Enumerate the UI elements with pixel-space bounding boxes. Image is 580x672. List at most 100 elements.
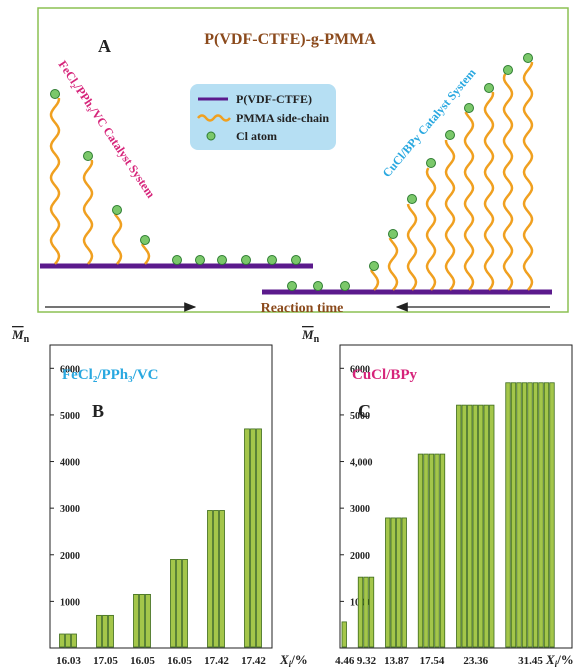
- x-axis-label: Xi/%: [279, 652, 308, 667]
- bar: [505, 382, 511, 648]
- bar: [434, 453, 440, 648]
- side-chain: [522, 61, 534, 291]
- bar: [472, 404, 478, 648]
- x-tick-label: 17.54: [420, 655, 445, 667]
- cl-atom: [388, 229, 398, 239]
- bar: [102, 614, 108, 648]
- bar: [71, 633, 77, 648]
- bar: [256, 428, 262, 648]
- x-label-sub: i: [289, 659, 292, 667]
- bar: [219, 510, 225, 648]
- panel-label: C: [358, 401, 371, 421]
- side-chain: [49, 98, 61, 265]
- x-tick-label: 4.46: [335, 655, 355, 667]
- x-label-main: X: [545, 652, 555, 667]
- bar: [250, 428, 256, 648]
- cl-atom: [464, 103, 474, 113]
- bar: [549, 382, 555, 648]
- bar: [65, 633, 71, 648]
- bar: [467, 404, 473, 648]
- side-chain: [406, 203, 418, 291]
- side-chain: [502, 73, 514, 291]
- cl-atom: [287, 281, 297, 291]
- chart-title: CuCl/BPy: [352, 367, 418, 383]
- side-chain: [387, 237, 399, 291]
- bar: [357, 576, 364, 648]
- x-label-sub: i: [555, 659, 558, 667]
- legend-text: P(VDF-CTFE): [236, 92, 312, 106]
- side-chain: [483, 91, 495, 291]
- y-tick-label: 6000: [60, 364, 80, 375]
- bar: [521, 382, 528, 648]
- x-label-main: X: [279, 652, 289, 667]
- bar: [213, 510, 219, 648]
- panel-label: B: [92, 401, 104, 421]
- bar: [341, 621, 347, 648]
- bar: [385, 517, 391, 648]
- y-tick-label: 5000: [60, 411, 80, 422]
- bar: [207, 510, 213, 648]
- bar: [538, 382, 544, 648]
- bar: [489, 404, 495, 648]
- x-tick-label: 16.03: [56, 655, 81, 667]
- bar: [483, 404, 489, 648]
- x-tick-label: 17.42: [204, 655, 229, 667]
- legend-atom: [206, 131, 216, 141]
- bar: [96, 614, 102, 648]
- plot-frame: [339, 344, 573, 649]
- y-label-main: M: [11, 327, 24, 342]
- side-chain: [425, 167, 437, 291]
- panel-label: A: [98, 36, 111, 56]
- cl-atom: [291, 255, 301, 265]
- cl-atom: [313, 281, 323, 291]
- cl-atom: [523, 53, 533, 63]
- cl-atom: [241, 255, 251, 265]
- cl-atom: [140, 235, 150, 245]
- y-tick-label: 4000: [60, 458, 80, 469]
- bar: [182, 559, 188, 648]
- cl-atom: [217, 255, 227, 265]
- cl-atom: [503, 65, 513, 75]
- plot-frame: [49, 344, 273, 649]
- cl-atom: [369, 261, 379, 271]
- chart-title: FeCl₂/PPh₃/VC: [62, 367, 158, 383]
- y-label-sub: n: [314, 334, 320, 345]
- bar: [396, 517, 402, 648]
- side-chain: [463, 111, 475, 291]
- y-tick-label: 3000: [60, 504, 80, 515]
- x-tick-label: 17.05: [93, 655, 118, 667]
- x-tick-label: 9.32: [357, 655, 377, 667]
- bar: [461, 404, 467, 648]
- bar: [244, 428, 250, 648]
- bar: [423, 453, 429, 648]
- y-label-main: M: [301, 327, 314, 342]
- x-label-unit: /%: [556, 652, 574, 667]
- legend-wave: [197, 114, 231, 122]
- side-chain: [140, 243, 151, 265]
- bar: [456, 404, 462, 648]
- y-label-sub: n: [24, 334, 30, 345]
- y-tick-label: 1000: [60, 597, 80, 608]
- bar: [527, 382, 533, 648]
- y-axis-label: Mn: [11, 327, 30, 345]
- bar: [170, 559, 176, 648]
- y-tick-label: 3000: [350, 504, 370, 515]
- bar: [176, 559, 182, 648]
- bar: [532, 382, 539, 648]
- cl-atom: [112, 205, 122, 215]
- side-chain: [82, 159, 94, 265]
- cl-atom: [407, 194, 417, 204]
- bar: [417, 453, 424, 648]
- chains: [49, 53, 534, 291]
- bar: [516, 382, 522, 648]
- bar: [428, 453, 435, 648]
- y-tick-label: 5000: [350, 411, 370, 422]
- cl-atom: [50, 89, 60, 99]
- cl-atom: [484, 83, 494, 93]
- bar: [133, 593, 139, 648]
- y-tick-label: 2000: [60, 551, 80, 562]
- bar: [108, 614, 114, 648]
- legend-text: PMMA side-chain: [236, 111, 329, 125]
- y-tick-label: 2000: [350, 551, 370, 562]
